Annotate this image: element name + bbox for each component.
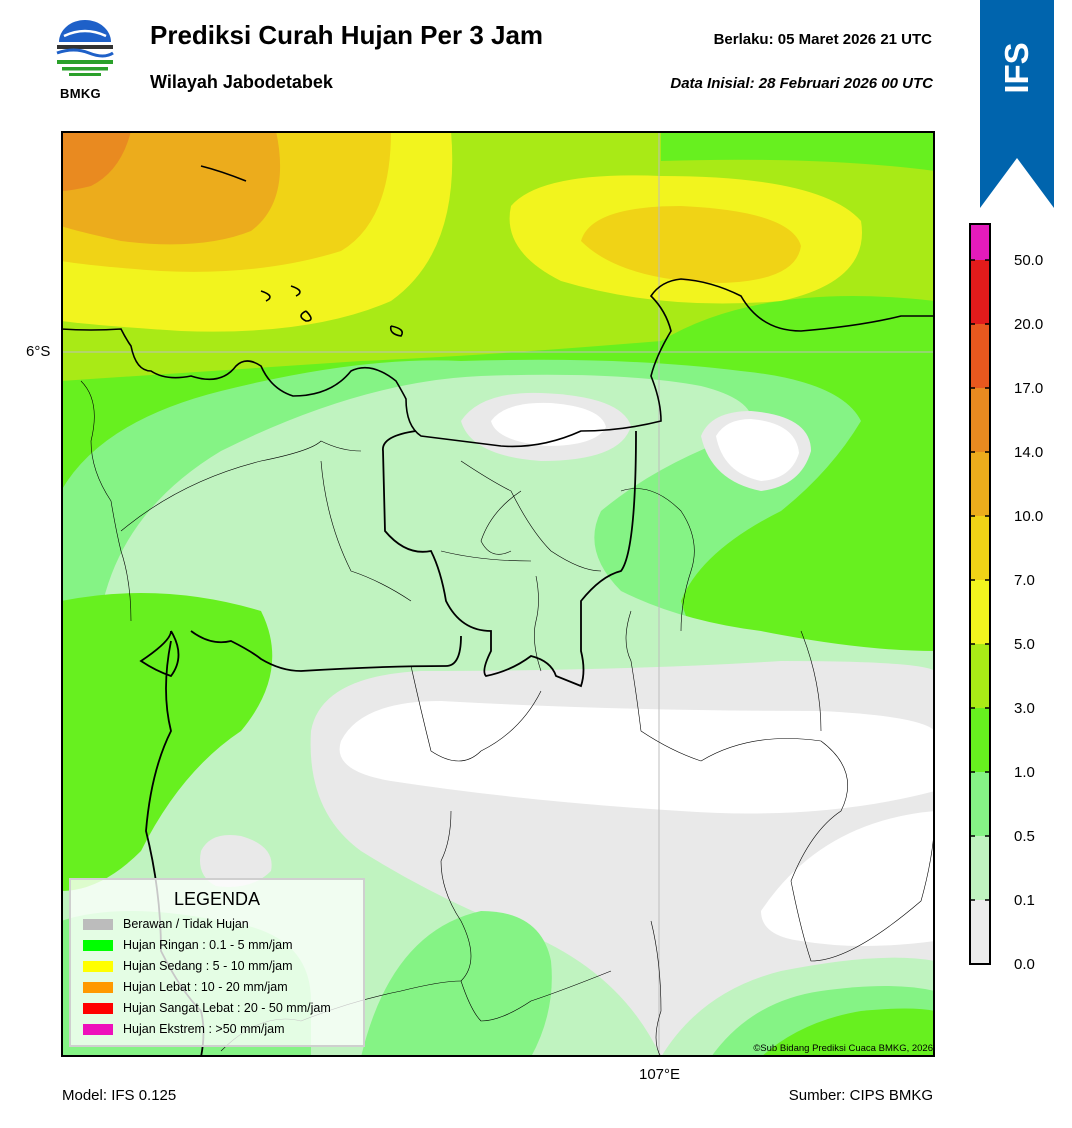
model-info: Model: IFS 0.125 (62, 1087, 177, 1104)
legend-item-label: Hujan Ringan : 0.1 - 5 mm/jam (123, 938, 293, 952)
bmkg-logo (54, 20, 116, 86)
legend-item: Hujan Sangat Lebat : 20 - 50 mm/jam (83, 1000, 331, 1016)
colorbar-label: 7.0 (1014, 572, 1035, 589)
legend-swatch (83, 918, 113, 930)
colorbar-label: 3.0 (1014, 700, 1035, 717)
colorbar-label: 10.0 (1014, 508, 1044, 525)
legend-box: LEGENDA Berawan / Tidak Hujan Hujan Ring… (69, 878, 365, 1047)
rainfall-map: LEGENDA Berawan / Tidak Hujan Hujan Ring… (61, 131, 935, 1057)
colorbar-label: 0.0 (1014, 956, 1035, 973)
colorbar-label: 0.5 (1014, 828, 1035, 845)
colorbar (969, 223, 991, 965)
colorbar-label: 5.0 (1014, 636, 1035, 653)
colorbar-label: 1.0 (1014, 764, 1035, 781)
ribbon-label: IFS (998, 42, 1035, 94)
legend-swatch (83, 1023, 113, 1035)
legend-item-label: Hujan Ekstrem : >50 mm/jam (123, 1022, 285, 1036)
map-credit: ©Sub Bidang Prediksi Cuaca BMKG, 2026 (753, 1043, 933, 1054)
ribbon-shape (980, 0, 1054, 208)
legend-swatch (83, 1002, 113, 1014)
legend-item: Hujan Lebat : 10 - 20 mm/jam (83, 979, 288, 995)
legend-item-label: Hujan Sangat Lebat : 20 - 50 mm/jam (123, 1001, 331, 1015)
legend-item: Hujan Ringan : 0.1 - 5 mm/jam (83, 937, 293, 953)
legend-item-label: Hujan Lebat : 10 - 20 mm/jam (123, 980, 288, 994)
lon-label: 107°E (639, 1066, 681, 1083)
source-info: Sumber: CIPS BMKG (788, 1087, 933, 1104)
legend-item: Berawan / Tidak Hujan (83, 916, 249, 932)
legend-item-label: Hujan Sedang : 5 - 10 mm/jam (123, 959, 293, 973)
colorbar-label: 14.0 (1014, 444, 1044, 461)
model-ribbon: IFS (980, 0, 1054, 210)
legend-swatch (83, 939, 113, 951)
coastline (61, 165, 935, 448)
colorbar-label: 50.0 (1014, 252, 1044, 269)
legend-swatch (83, 981, 113, 993)
legend-title: LEGENDA (173, 889, 261, 909)
legend-item-label: Berawan / Tidak Hujan (123, 917, 249, 931)
colorbar-label: 0.1 (1014, 892, 1035, 909)
page-title: Prediksi Curah Hujan Per 3 Jam (150, 20, 544, 50)
colorbar-label: 17.0 (1014, 380, 1044, 397)
legend-swatch (83, 960, 113, 972)
legend-item: Hujan Ekstrem : >50 mm/jam (83, 1021, 285, 1037)
valid-time: Berlaku: 05 Maret 2026 21 UTC (713, 31, 932, 48)
logo-text: BMKG (60, 86, 101, 101)
colorbar-label: 20.0 (1014, 316, 1044, 333)
lat-label: 6°S (26, 343, 51, 360)
page-subtitle: Wilayah Jabodetabek (150, 72, 333, 92)
legend-item: Hujan Sedang : 5 - 10 mm/jam (83, 958, 293, 974)
initial-time: Data Inisial: 28 Februari 2026 00 UTC (670, 75, 933, 92)
